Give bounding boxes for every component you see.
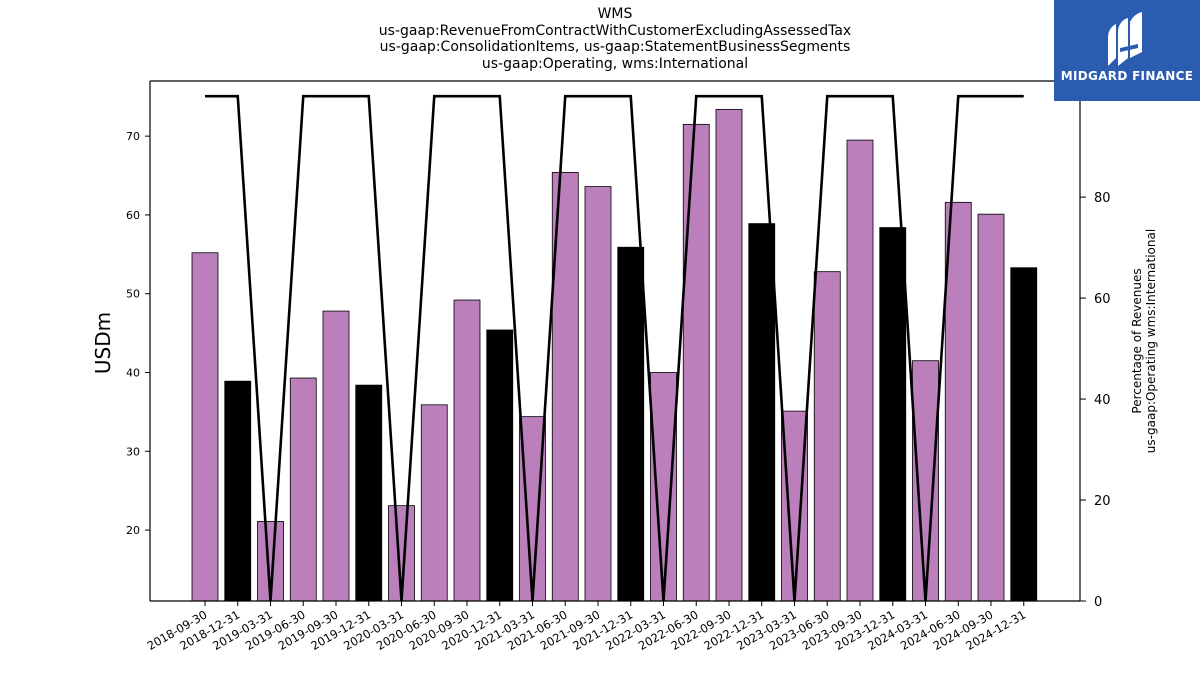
bar-2019-06-30 <box>289 377 317 602</box>
bar-2023-09-30 <box>846 139 874 602</box>
y-axis-label: USDm <box>91 312 115 374</box>
bar-2018-09-30 <box>191 252 219 602</box>
bar-2020-06-30 <box>420 404 448 602</box>
bar-2023-03-31 <box>781 410 808 602</box>
bar-2022-09-30 <box>715 108 743 602</box>
bar-2019-09-30 <box>322 310 350 602</box>
bar-2024-03-31 <box>912 360 939 602</box>
bar-2022-03-31 <box>650 372 677 602</box>
ytick-label-left-30: 30 <box>126 445 140 458</box>
title-line-3: us-gaap:ConsolidationItems, us-gaap:Stat… <box>379 39 851 55</box>
logo-text: MIDGARD FINANCE <box>1060 69 1194 83</box>
bar-2022-12-31 <box>748 223 776 602</box>
y-axis-right-label-2: us-gaap:Operating wms:International <box>1144 229 1158 453</box>
logo-mark-icon <box>1108 12 1142 66</box>
bar-2024-09-30 <box>977 213 1005 602</box>
brand-logo: MIDGARD FINANCE <box>1054 0 1200 101</box>
y-axis-right-label-1: Percentage of Revenues <box>1130 268 1144 413</box>
bar-2024-12-31 <box>1010 267 1038 602</box>
bar-2021-09-30 <box>584 186 612 602</box>
ytick-label-left-40: 40 <box>126 367 140 380</box>
bar-2020-09-30 <box>453 299 481 602</box>
title-line-1: WMS <box>597 6 633 22</box>
chart-title: WMS us-gaap:RevenueFromContractWithCusto… <box>0 6 1200 72</box>
ytick-label-right-20: 20 <box>1094 494 1111 509</box>
ytick-label-left-50: 50 <box>126 288 140 301</box>
bar-2022-06-30 <box>682 123 710 602</box>
bar-2018-12-31 <box>224 380 252 602</box>
ytick-label-right-0: 0 <box>1094 595 1102 610</box>
bar-2024-06-30 <box>944 201 972 602</box>
bar-2019-12-31 <box>355 384 383 602</box>
ytick-label-right-40: 40 <box>1094 393 1111 408</box>
ytick-label-left-20: 20 <box>126 524 140 537</box>
bar-2021-12-31 <box>617 246 645 602</box>
ytick-label-left-70: 70 <box>126 130 140 143</box>
bar-2020-12-31 <box>486 329 514 602</box>
ytick-label-right-80: 80 <box>1094 191 1111 206</box>
title-line-2: us-gaap:RevenueFromContractWithCustomerE… <box>378 22 852 39</box>
ytick-label-left-60: 60 <box>126 209 140 222</box>
title-line-4: us-gaap:Operating, wms:International <box>481 55 749 72</box>
percentage-line <box>205 94 1024 602</box>
bar-2023-06-30 <box>813 271 841 602</box>
bar-2023-12-31 <box>879 227 907 602</box>
ytick-label-right-60: 60 <box>1094 292 1111 307</box>
